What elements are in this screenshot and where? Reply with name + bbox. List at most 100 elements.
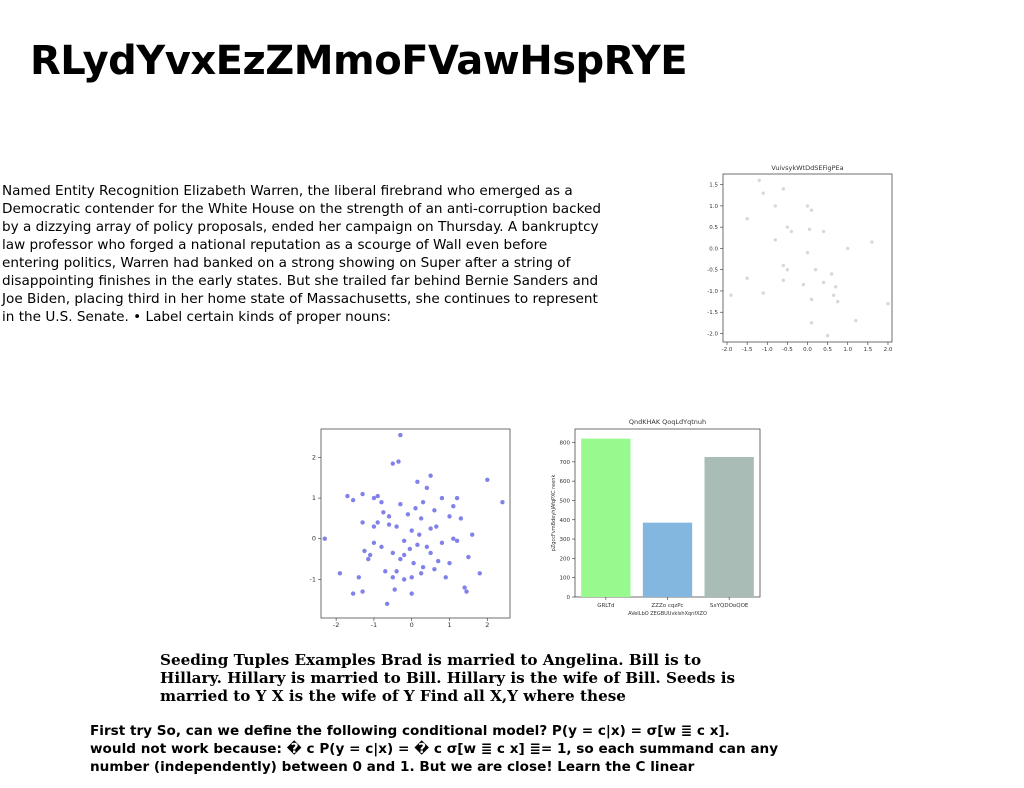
scatter-point [785,267,790,272]
x-tick-label: GRLTd [597,603,614,609]
scatter-point [379,544,384,550]
scatter-point [390,461,396,466]
scatter-point [417,532,422,537]
chart-title: QndKHAK QoqLdYqtnuh [629,418,706,426]
scatter-point [466,554,471,560]
scatter-point [415,479,420,485]
scatter-point [420,499,426,505]
scatter-point [371,524,377,529]
scatter-point [447,560,452,566]
x-tick-label: 0.5 [823,347,832,353]
scatter-point [371,495,377,501]
scatter-point [432,567,437,572]
y-tick-label: 0.5 [709,225,718,231]
y-tick-label: -1.0 [707,289,718,295]
x-tick-label: 1.0 [843,347,852,353]
bar-chart: QndKHAK QoqLdYqtnuh 0 100 200 300 400 500 600 70… [545,412,770,622]
scatter-point [432,508,437,513]
scatter-point [833,285,838,289]
x-tick-label: -2 [333,621,339,629]
scatter-point [434,524,439,529]
bar [704,457,754,597]
y-tick-label: 700 [560,460,571,466]
y-tick-label: 300 [560,537,571,543]
scatter-point [464,589,469,594]
scatter-point [835,299,840,304]
x-tick-label: -0.5 [782,347,793,353]
scatter-point [379,499,384,505]
scatter-point [500,499,505,505]
scatter-point [773,238,778,242]
scatter-point [337,571,343,576]
first-try-text: First try So, can we define the followin… [90,723,779,775]
scatter-point [371,540,377,546]
scatter-point [773,204,778,208]
y-tick-label: -1.5 [707,310,718,316]
y-tick-label: 0 [312,535,316,543]
x-tick-label: 2.0 [884,347,893,353]
scatter-point [398,501,403,507]
scatter-point [401,538,407,543]
scatter-point [409,575,414,580]
y-tick-label: 200 [560,556,571,562]
y-tick-label: 600 [560,479,571,485]
scatter-point [375,493,380,499]
y-tick-label: 2 [312,453,316,461]
y-tick-label: -0.5 [707,268,718,274]
y-tick-label: -1 [310,575,316,583]
scatter-point [761,291,765,295]
x-tick-label: 1.5 [863,347,872,353]
chart-title: VuivsykWtDdSEFigPEa [771,164,843,172]
scatter-point [409,591,414,596]
scatter-point [485,477,490,483]
x-tick-label: -2.0 [722,347,733,353]
scatter-point [360,589,365,594]
x-tick-label: 0 [410,621,414,629]
scatter-point [407,546,413,552]
scatter-point [360,520,365,525]
scatter-point [394,569,399,574]
scatter-point [394,524,399,529]
x-tick-label: SxYQDOoQOE [710,603,749,609]
scatter-point [745,276,749,280]
scatter-point [454,495,460,501]
scatter-point [409,528,414,533]
scatter-point [401,552,407,558]
scatter-point [435,558,441,564]
scatter-point [411,560,416,566]
scatter-point [809,208,814,212]
scatter-point [322,536,327,541]
bar [581,438,631,597]
scatter-point [392,587,397,592]
scatter-point [396,459,401,464]
scatter-point [870,240,874,244]
y-tick-label: 1 [312,494,316,502]
scatter-point [386,522,392,527]
x-tick-label: 2 [485,621,489,629]
scatter-point [384,601,390,606]
scatter-point [821,280,826,285]
scatter-point [447,514,452,519]
scatter-point [401,577,407,582]
scatter-point [415,542,420,548]
scatter-point [745,216,749,221]
scatter-point [420,564,426,570]
ner-paragraph: Named Entity Recognition Elizabeth Warre… [2,183,601,325]
scatter-point [886,302,890,306]
scatter-point [428,473,433,478]
scatter-point [470,532,475,537]
scatter-point [390,550,396,556]
scatter-point [809,321,814,325]
scatter-point [356,575,361,580]
scatter-point [785,225,790,229]
scatter-point [386,514,392,519]
y-tick-label: -2.0 [707,331,718,337]
seeding-tuples-text: Seeding Tuples Examples Brad is married … [160,651,736,705]
x-axis-label: AVeILbO ZEGBUUvkIshXqnfXZO [628,611,707,617]
plot-frame [320,428,511,619]
bar [642,522,693,597]
scatter-point [805,204,810,208]
scatter-point [831,293,836,297]
scatter-point [424,485,430,491]
scatter-point [443,575,448,580]
